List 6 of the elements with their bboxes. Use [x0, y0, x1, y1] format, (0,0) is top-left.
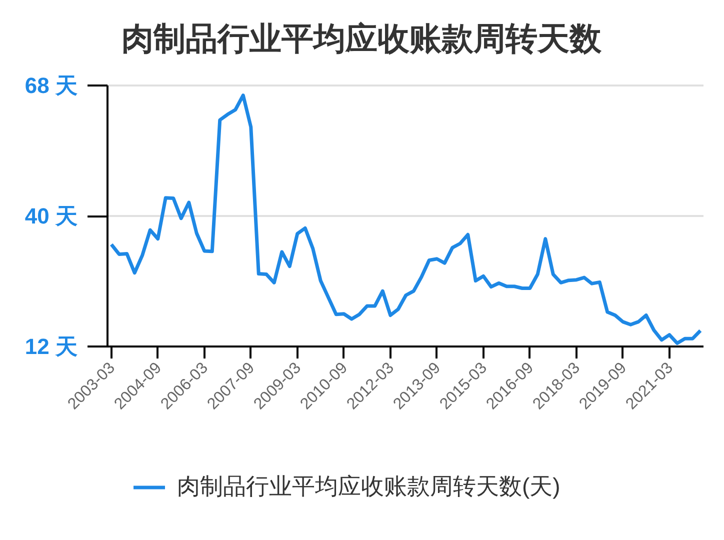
y-tick-label: 12 天 — [24, 334, 78, 359]
y-tick-label: 68 天 — [24, 73, 78, 98]
y-tick-label: 40 天 — [24, 204, 78, 228]
line-series — [110, 94, 702, 345]
legend-label: 肉制品行业平均应收账款周转天数(天) — [177, 472, 560, 501]
chart-title: 肉制品行业平均应收账款周转天数 — [122, 20, 602, 56]
